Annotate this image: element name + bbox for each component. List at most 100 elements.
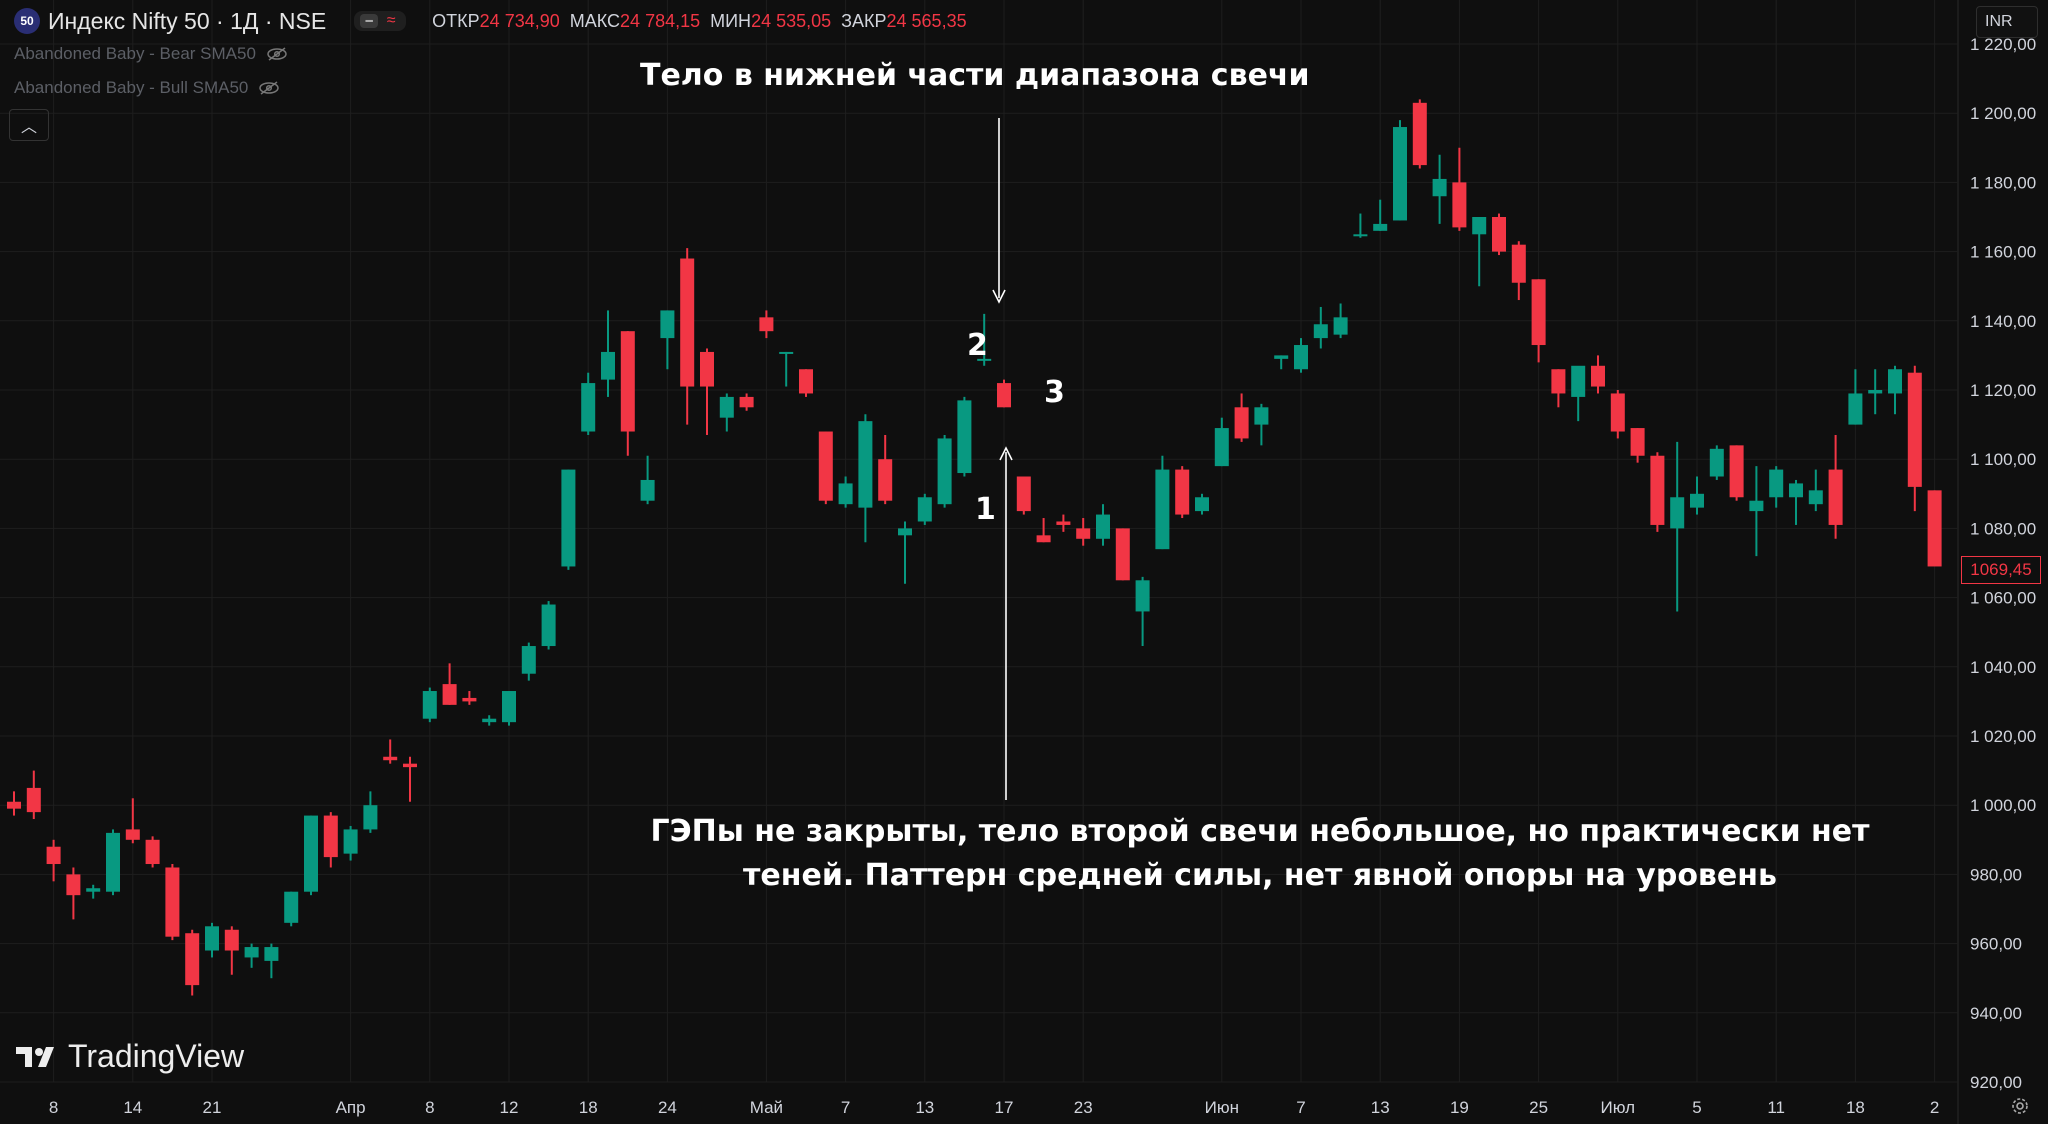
candle-body — [759, 317, 774, 332]
candle-body — [799, 369, 813, 394]
tradingview-logo[interactable]: TradingView — [16, 1038, 244, 1075]
currency-selector[interactable]: INR — [1976, 6, 2038, 38]
indicator-bull-label: Abandoned Baby - Bull SMA50 — [14, 78, 249, 97]
grid-lines — [0, 0, 1959, 1124]
candle-body — [482, 718, 497, 723]
candle-body — [1214, 428, 1229, 467]
candle-body — [323, 815, 338, 858]
y-tick-label: 1 180,00 — [1970, 173, 2036, 192]
collapse-indicators-button[interactable]: ︿ — [9, 109, 49, 141]
x-tick-label: 7 — [1296, 1098, 1305, 1117]
candle-body — [1531, 279, 1546, 346]
minus-icon[interactable]: ━ — [360, 14, 379, 28]
symbol-badge[interactable]: 50 — [14, 8, 40, 34]
eye-off-icon[interactable] — [258, 81, 280, 95]
annotation-bottom: ГЭПы не закрыты, тело второй свечи небол… — [650, 814, 1870, 893]
open-value: 24 734,90 — [479, 10, 560, 31]
candle-body — [1907, 372, 1922, 487]
y-tick-label: 960,00 — [1970, 935, 2022, 954]
candle-body — [383, 756, 398, 761]
settings-icon[interactable] — [2010, 1096, 2030, 1116]
x-tick-label: 14 — [123, 1098, 142, 1117]
candle-body — [502, 691, 516, 723]
candle-body — [1789, 483, 1803, 498]
x-tick-label: 21 — [203, 1098, 222, 1117]
candle-body — [1234, 407, 1249, 439]
x-tick-label: 19 — [1450, 1098, 1469, 1117]
candle-body — [898, 528, 912, 536]
x-tick-label: Апр — [336, 1098, 366, 1117]
candle-body — [1393, 127, 1407, 221]
candle-body — [719, 396, 734, 418]
candle-body — [1709, 448, 1724, 477]
candle-body — [1175, 469, 1190, 515]
y-tick-label: 1 060,00 — [1970, 589, 2036, 608]
candle-body — [125, 829, 140, 840]
candle-body — [7, 801, 21, 809]
candle-body — [660, 310, 675, 339]
label-2: 2 — [967, 328, 988, 363]
candle-body — [1016, 476, 1031, 512]
chart-header: 50 Индекс Nifty 50 · 1Д · NSE ━ ≈ ОТКР24… — [14, 8, 967, 34]
candle-body — [1591, 365, 1605, 387]
candle-body — [244, 947, 259, 958]
indicator-bear[interactable]: Abandoned Baby - Bear SMA50 — [14, 44, 288, 64]
y-tick-label: 1 160,00 — [1970, 243, 2036, 262]
y-tick-label: 1 220,00 — [1970, 35, 2036, 54]
candle-body — [620, 331, 635, 432]
candle-body — [1670, 497, 1685, 529]
low-value: 24 535,05 — [751, 10, 832, 31]
candle-body — [1729, 445, 1744, 498]
x-tick-label: 2 — [1930, 1098, 1939, 1117]
candle-body — [779, 351, 794, 354]
candle-body — [739, 396, 754, 408]
candle-body — [977, 358, 992, 361]
label-3: 3 — [1044, 375, 1065, 410]
x-tick-label: 5 — [1692, 1098, 1701, 1117]
high-label: МАКС — [569, 10, 621, 31]
open-label: ОТКР — [432, 10, 480, 31]
candle-body — [185, 933, 200, 986]
candle-body — [205, 926, 219, 951]
candle-body — [145, 839, 160, 865]
symbol-title[interactable]: Индекс Nifty 50 · 1Д · NSE — [48, 7, 327, 34]
x-tick-label: 12 — [500, 1098, 519, 1117]
indicator-bear-label: Abandoned Baby - Bear SMA50 — [14, 44, 256, 63]
x-tick-label: 24 — [658, 1098, 677, 1117]
candle-body — [462, 697, 477, 702]
arrow-up-head — [999, 446, 1013, 461]
price-axis: 920,00 940,00 960,00 980,00 1 000,00 1 020,00… — [1970, 35, 2036, 1092]
x-tick-label: 25 — [1529, 1098, 1548, 1117]
chevron-up-icon: ︿ — [20, 119, 37, 136]
candle-body — [343, 829, 358, 854]
candle-body — [1650, 455, 1665, 525]
y-tick-label: 1 000,00 — [1970, 796, 2036, 815]
x-tick-label: 11 — [1767, 1098, 1785, 1117]
annotation-top: Тело в нижней части диапазона свечи — [640, 58, 1310, 93]
x-tick-label: 8 — [49, 1098, 58, 1117]
indicator-bull[interactable]: Abandoned Baby - Bull SMA50 — [14, 78, 280, 98]
candle-body — [1452, 182, 1467, 228]
candle-body — [1848, 393, 1863, 425]
candle-body — [66, 874, 81, 896]
candle-body — [1927, 490, 1942, 567]
chart-mode-pills[interactable]: ━ ≈ — [354, 11, 407, 31]
candle-body — [917, 497, 932, 522]
candle-body — [541, 604, 556, 647]
x-tick-label: Май — [750, 1098, 783, 1117]
candle-body — [957, 400, 972, 474]
candle-body — [581, 383, 596, 432]
wave-icon[interactable]: ≈ — [386, 12, 396, 29]
candle-body — [818, 431, 833, 501]
x-tick-label: 23 — [1074, 1098, 1093, 1117]
candle-body — [1610, 393, 1625, 432]
x-tick-label: Июн — [1205, 1098, 1239, 1117]
candle-body — [1690, 493, 1704, 508]
candle-body — [561, 469, 576, 567]
candle-body — [304, 815, 318, 892]
eye-off-icon[interactable] — [266, 47, 288, 61]
x-tick-label: 8 — [425, 1098, 434, 1117]
candle-body — [264, 947, 279, 961]
brand-name: TradingView — [68, 1038, 245, 1074]
